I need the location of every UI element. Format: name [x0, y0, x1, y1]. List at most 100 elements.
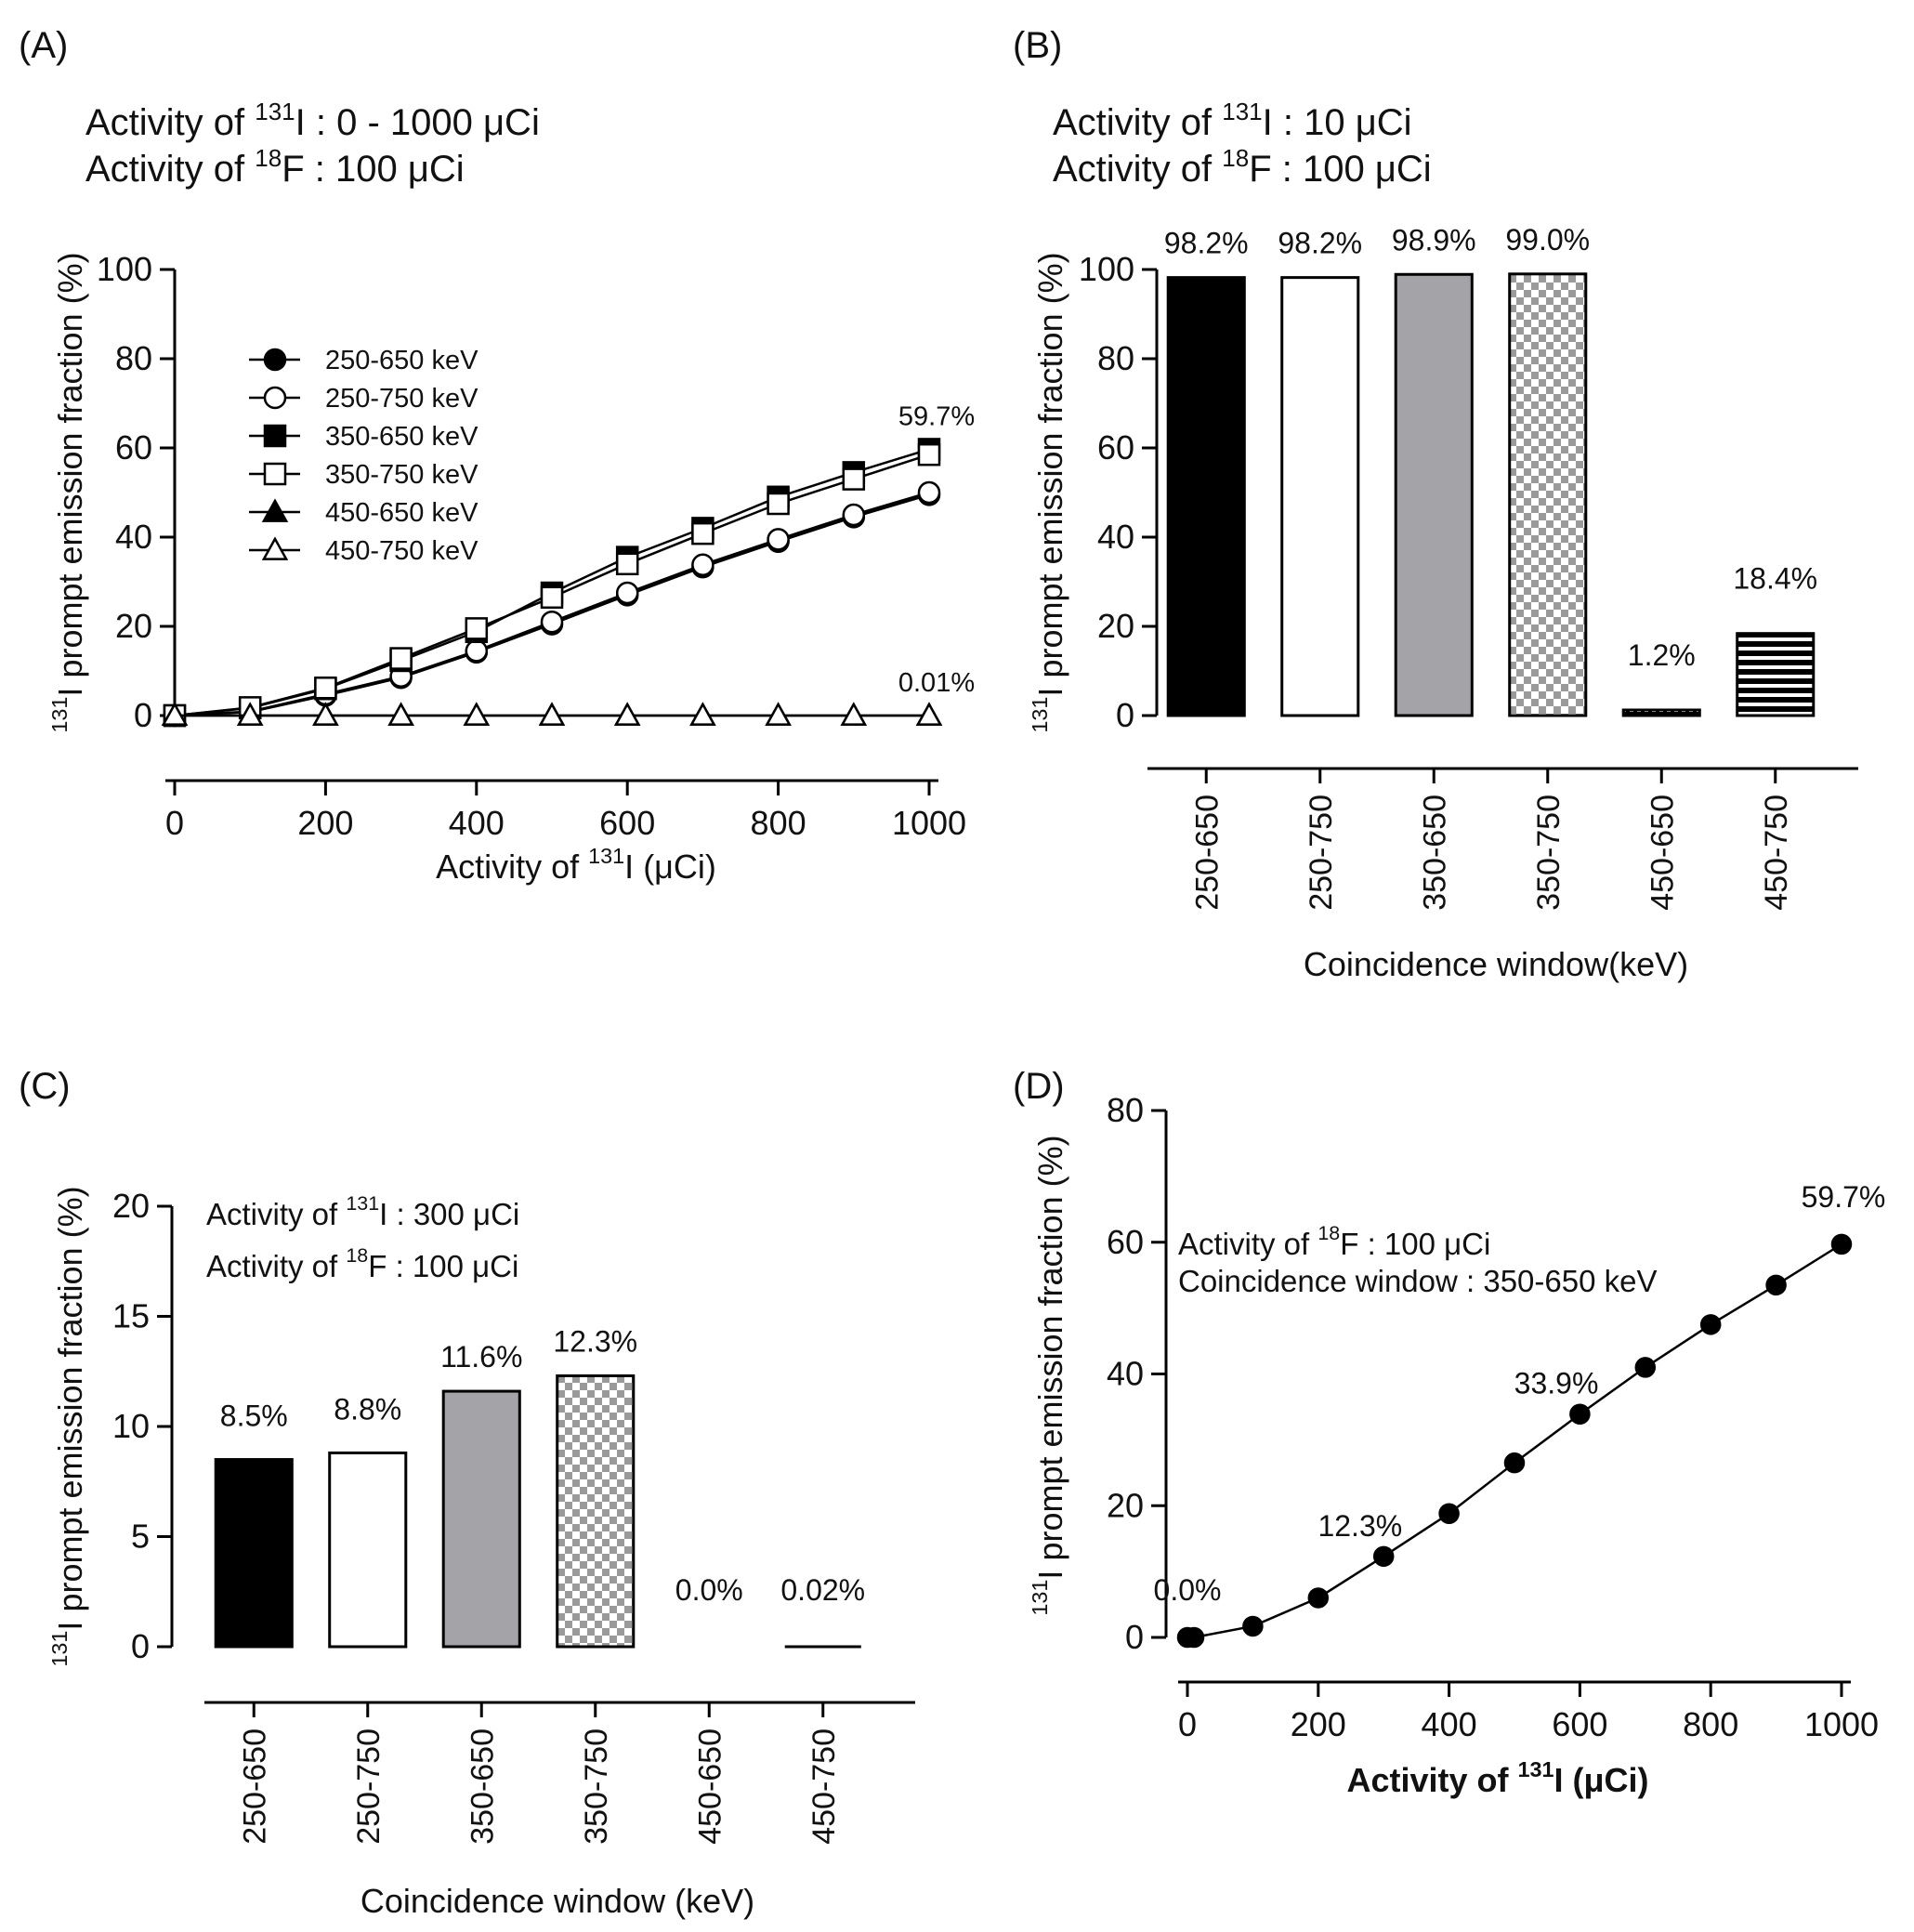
header-line: Activity of 131I : 10 μCi [1053, 98, 1412, 143]
legend-item: 250-750 keV [249, 384, 478, 414]
data-point [465, 639, 489, 663]
text-span: Activity of [85, 102, 255, 143]
bar-value-label: 0.02% [780, 1573, 865, 1607]
text-span: I prompt emission fraction (%) [51, 1186, 89, 1630]
y-tick-label: 5 [131, 1518, 150, 1556]
superscript: 18 [255, 144, 282, 172]
panel-letter: (C) [19, 1066, 71, 1107]
x-tick-label-group: 350-650 [1417, 795, 1452, 911]
x-tick-label-group: 450-750 [1759, 795, 1794, 911]
text-span: I prompt emission fraction (%) [51, 252, 89, 696]
x-axis: 0 200 400 600 800 1000 [165, 779, 966, 842]
x-tick-label: 200 [1291, 1705, 1346, 1743]
y-axis-title: 131I prompt emission fraction (%) [1028, 252, 1069, 732]
data-point [1830, 1233, 1853, 1255]
bar [1736, 632, 1816, 717]
x-tick-label-group: 450-750 [806, 1728, 842, 1845]
bar-value-label: 98.2% [1278, 227, 1362, 260]
x-axis: 250-650 250-750 350-650 350-750 450-650 450-7… [204, 1701, 915, 1845]
x-tick-label: 0 [1178, 1705, 1197, 1743]
x-tick-label: 800 [1683, 1705, 1738, 1743]
superscript: 18 [1318, 1222, 1340, 1244]
bar-value-label: 0.0% [675, 1573, 743, 1607]
x-tick-label: 250-650 [237, 1728, 272, 1845]
x-tick-label: 1000 [892, 804, 966, 842]
annotation-label: 12.3% [1318, 1509, 1402, 1543]
x-tick-label: 450-650 [692, 1728, 728, 1845]
data-point [691, 521, 714, 545]
data-point [840, 702, 868, 726]
bar [214, 1458, 294, 1649]
text-span: Activity of [436, 848, 588, 886]
x-tick-label: 350-750 [1531, 795, 1567, 911]
y-tick-label: 40 [1107, 1355, 1144, 1393]
x-tick-label-group: 250-750 [351, 1728, 387, 1845]
series-450-750-keV [161, 702, 943, 726]
legend-item: 450-750 keV [249, 536, 478, 566]
y-tick-label: 100 [97, 250, 152, 288]
text-span: I [295, 102, 306, 143]
data-point [161, 702, 189, 726]
text-span: : 0 - 1000 μCi [306, 102, 540, 143]
y-tick-label: 40 [115, 518, 152, 556]
data-point [1634, 1357, 1657, 1378]
text-span: : 100 μCi [1358, 1227, 1490, 1261]
text-span: Coincidence window : 350-650 keV [1178, 1264, 1657, 1298]
bar [1621, 708, 1701, 717]
data-point [312, 702, 339, 726]
data-point [538, 702, 566, 726]
data-point [387, 702, 414, 726]
legend-marker [263, 424, 287, 448]
bar-value-label: 1.2% [1628, 638, 1696, 672]
y-tick-label: 20 [1097, 607, 1134, 645]
data-point [915, 702, 943, 726]
legend-marker [261, 536, 289, 560]
text-span: F [282, 149, 304, 190]
data-point [540, 610, 564, 634]
y-tick-label: 100 [1079, 250, 1134, 288]
bar [1394, 272, 1474, 717]
y-tick-label: 15 [112, 1297, 150, 1335]
text-span: Activity of [1053, 102, 1222, 143]
bar-value-label: 8.5% [220, 1400, 288, 1433]
data-point [1438, 1503, 1460, 1525]
header-line: Coincidence window : 350-650 keV [1178, 1264, 1657, 1298]
text-span: Activity of [1178, 1227, 1318, 1261]
data-point [842, 467, 866, 491]
x-tick-label: 350-650 [465, 1728, 500, 1845]
bar [556, 1373, 636, 1649]
data-point [1372, 1545, 1395, 1568]
bar [1280, 276, 1360, 717]
data-point [1569, 1403, 1591, 1425]
x-tick-label: 400 [449, 804, 505, 842]
y-tick-label: 60 [115, 428, 152, 467]
text-span: I prompt emission fraction (%) [1031, 1135, 1069, 1579]
superscript: 131 [1517, 1757, 1553, 1781]
bar-value-label: 12.3% [553, 1324, 637, 1358]
text-span: : 300 μCi [387, 1197, 519, 1231]
data-point [917, 480, 941, 505]
legend-label: 350-650 keV [325, 422, 478, 452]
data-point [917, 442, 941, 467]
text-span: Activity of [206, 1197, 346, 1231]
superscript: 131 [1028, 1580, 1052, 1616]
series-350-650-keV [1176, 1233, 1853, 1649]
text-span: Activity of [85, 149, 255, 190]
x-tick-label-group: 450-650 [692, 1728, 728, 1845]
bar [1508, 272, 1588, 717]
annotation-label: 0.01% [898, 668, 975, 698]
data-point [767, 528, 790, 551]
x-tick-label: 250-750 [1304, 795, 1339, 911]
x-tick-label: 250-650 [1189, 795, 1225, 911]
data-point [1699, 1314, 1722, 1335]
panel-header: Activity of 131I : 0 - 1000 μCiActivity … [85, 98, 540, 190]
legend-label: 250-650 keV [325, 346, 478, 375]
x-tick-label: 600 [599, 804, 655, 842]
x-axis-title: Activity of 131I (μCi) [1346, 1757, 1648, 1799]
annotation-label: 59.7% [1802, 1180, 1886, 1214]
y-tick-label: 80 [115, 339, 152, 377]
legend-marker [263, 348, 287, 372]
y-axis-title-text: 131I prompt emission fraction (%) [1028, 1135, 1069, 1615]
